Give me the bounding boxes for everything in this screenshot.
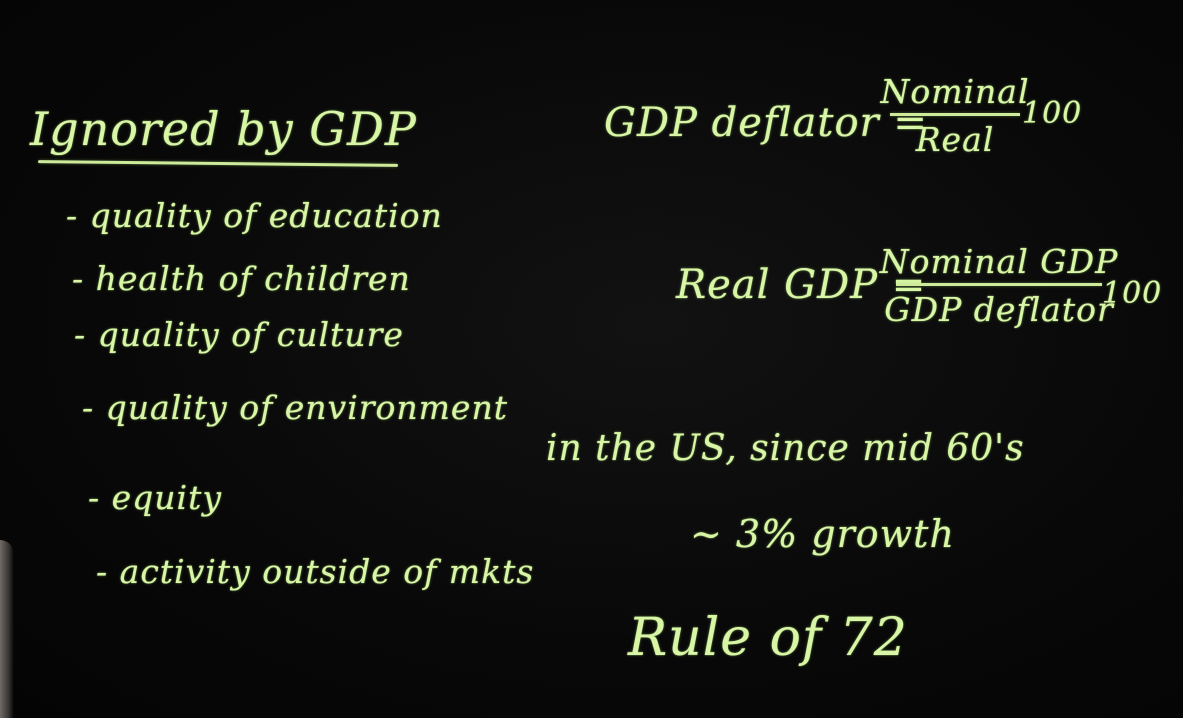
presenter-edge [0,540,14,718]
formula-real-gdp-numerator: Nominal GDP [879,242,1119,281]
formula-real-gdp-fraction: Nominal GDP GDP deflator [880,242,1118,329]
heading-underline [37,160,399,167]
bullet-quality-of-environment: - quality of environment [82,388,508,427]
formula-deflator-label: GDP deflator = [604,100,928,146]
bullet-quality-of-culture: - quality of culture [74,315,404,354]
bullet-equity: - equity [88,478,223,517]
note-three-percent-growth: ~ 3% growth [690,512,955,556]
formula-deflator-numerator: Nominal [880,72,1030,111]
note-rule-of-72: Rule of 72 [628,608,908,668]
formula-real-gdp-fraction-bar [896,283,1102,286]
bullet-quality-of-education: - quality of education [66,196,443,235]
note-us-since-mid-60s: in the US, since mid 60's [546,428,1025,469]
formula-real-gdp-multiplier: 100 [1102,276,1163,311]
formula-deflator-fraction-bar [890,113,1020,116]
formula-real-gdp-denominator: GDP deflator [884,290,1114,329]
formula-deflator-fraction: Nominal Real [880,72,1028,159]
heading-ignored-by-gdp: Ignored by GDP [30,102,417,156]
formula-real-gdp-label: Real GDP = [676,262,927,308]
bullet-health-of-children: - health of children [72,259,411,298]
formula-deflator-denominator: Real [915,120,995,159]
bullet-activity-outside-of-mkts: - activity outside of mkts [96,552,535,591]
formula-deflator-multiplier: 100 [1022,96,1083,131]
